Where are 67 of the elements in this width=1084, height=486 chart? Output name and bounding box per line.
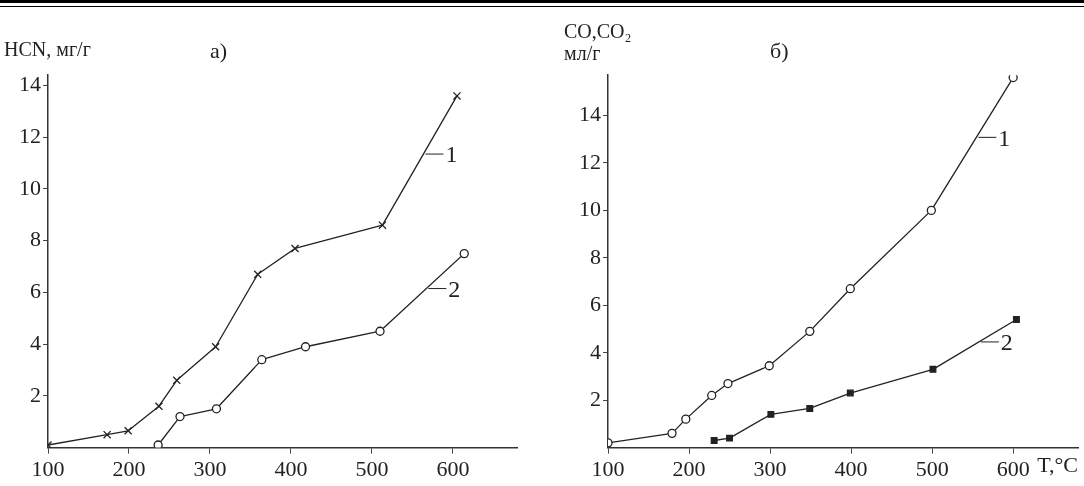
legend-label: 1 <box>998 124 1011 151</box>
point <box>257 355 267 365</box>
point <box>375 326 385 336</box>
x-axis-title: T,°C <box>1037 452 1078 478</box>
point <box>459 248 469 259</box>
y-tick-label: 14 <box>19 71 41 97</box>
point <box>707 390 717 401</box>
chart-title: б) <box>770 38 789 64</box>
point <box>102 430 112 439</box>
y-tick-label: 12 <box>579 148 601 174</box>
y-tick-label: 2 <box>590 385 601 411</box>
x-tick-label: 600 <box>436 455 470 481</box>
x-tick-label: 600 <box>996 455 1030 481</box>
point <box>175 411 185 422</box>
point <box>767 410 775 418</box>
x-tick-label: 500 <box>915 455 949 481</box>
point <box>153 440 163 448</box>
y-tick-label: 4 <box>30 329 41 355</box>
point <box>667 428 677 439</box>
y-tick-label: 8 <box>590 243 601 269</box>
point <box>1008 75 1018 83</box>
point <box>123 426 133 435</box>
point <box>681 414 691 424</box>
legend-label: 2 <box>448 275 461 302</box>
x-tick-label: 100 <box>31 455 65 481</box>
x-tick-label: 500 <box>355 455 389 481</box>
y-tick-label: 10 <box>579 196 601 222</box>
x-tick-label: 200 <box>672 455 706 481</box>
legend-label: 1 <box>445 141 458 168</box>
y-tick-label: 2 <box>30 381 41 407</box>
point <box>846 389 854 397</box>
point <box>806 404 814 412</box>
chart-title: а) <box>210 38 228 64</box>
point <box>378 221 387 230</box>
y-axis-title: CO,CO₂ мл/г <box>564 20 633 64</box>
x-tick-label: 100 <box>591 455 625 481</box>
point <box>926 205 936 216</box>
point <box>845 284 855 294</box>
point <box>172 376 181 385</box>
point <box>805 326 815 337</box>
x-tick-label: 300 <box>753 455 787 481</box>
y-axis-title: HCN, мг/г <box>4 38 92 60</box>
x-tick-label: 200 <box>112 455 146 481</box>
point <box>1012 316 1020 323</box>
point <box>253 270 262 279</box>
point <box>452 91 462 101</box>
legend-label: 2 <box>1000 329 1013 356</box>
point <box>300 342 311 352</box>
point <box>764 361 774 371</box>
y-tick-label: 8 <box>30 226 41 252</box>
point <box>726 434 734 442</box>
y-tick-label: 12 <box>19 123 41 149</box>
point <box>154 402 164 411</box>
y-tick-label: 10 <box>19 174 41 200</box>
y-tick-label: 6 <box>590 291 601 317</box>
point <box>290 244 300 253</box>
x-tick-label: 400 <box>834 455 868 481</box>
point <box>211 404 222 414</box>
point <box>211 342 220 351</box>
x-tick-label: 400 <box>274 455 308 481</box>
x-tick-label: 300 <box>193 455 227 481</box>
y-tick-label: 6 <box>30 278 41 304</box>
point <box>723 378 733 389</box>
y-tick-label: 14 <box>579 101 601 127</box>
point <box>929 365 937 373</box>
y-tick-label: 4 <box>590 338 601 364</box>
point <box>710 437 718 444</box>
